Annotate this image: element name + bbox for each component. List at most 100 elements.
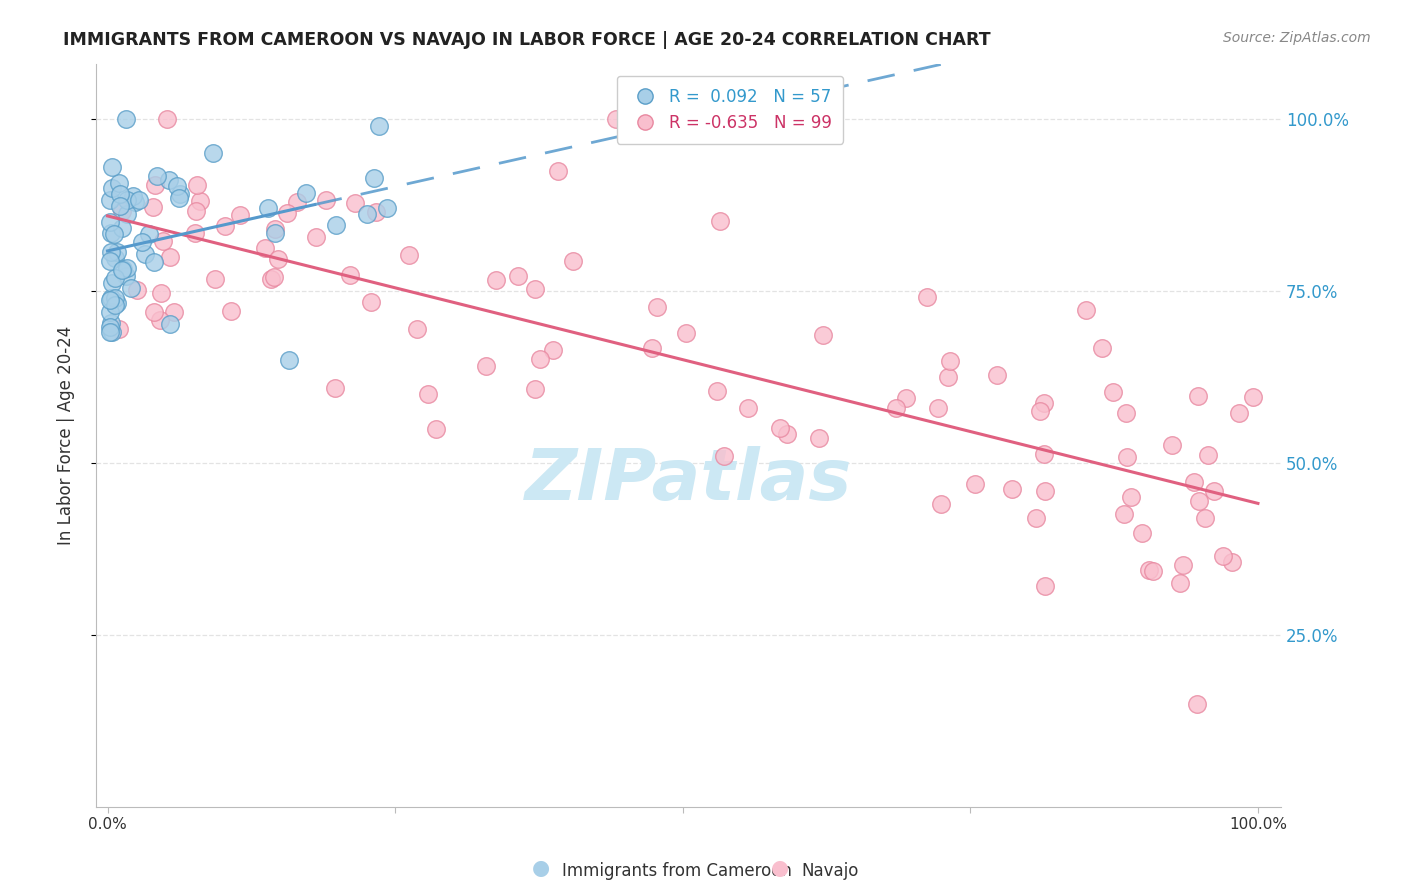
Point [115,112,138,127]
Point [1161,438,1184,452]
Point [267,252,290,266]
Point [1112,507,1135,521]
Point [769,421,792,435]
Point [115,260,138,275]
Point [259,272,281,286]
Point [149,286,172,301]
Point [986,368,1008,383]
Point [339,268,361,282]
Point [163,305,186,319]
Point [264,227,287,241]
Point [364,205,387,219]
Point [896,392,918,406]
Point [963,477,986,491]
Point [706,384,728,398]
Point [142,255,165,269]
Point [368,119,391,133]
Text: Immigrants from Cameroon: Immigrants from Cameroon [562,862,792,880]
Point [108,186,131,201]
Point [1102,384,1125,399]
Point [105,296,128,310]
Point [263,270,285,285]
Text: ●: ● [533,858,550,878]
Point [363,170,385,185]
Point [142,200,165,214]
Point [325,381,347,395]
Point [128,193,150,207]
Point [737,401,759,416]
Point [485,273,508,287]
Point [927,401,949,415]
Point [204,271,226,285]
Point [547,164,569,178]
Point [101,276,124,290]
Point [229,209,252,223]
Point [186,203,208,218]
Point [1137,563,1160,577]
Point [98,320,121,334]
Point [134,247,156,261]
Text: IMMIGRANTS FROM CAMEROON VS NAVAJO IN LABOR FORCE | AGE 20-24 CORRELATION CHART: IMMIGRANTS FROM CAMEROON VS NAVAJO IN LA… [63,31,991,49]
Text: ●: ● [772,858,789,878]
Point [541,343,564,358]
Point [939,353,962,368]
Point [159,318,181,332]
Y-axis label: In Labor Force | Age 20-24: In Labor Force | Age 20-24 [58,326,75,545]
Point [1025,511,1047,525]
Point [315,193,337,207]
Point [104,251,127,265]
Point [108,199,131,213]
Legend: R =  0.092   N = 57, R = -0.635   N = 99: R = 0.092 N = 57, R = -0.635 N = 99 [617,76,844,144]
Point [98,304,121,318]
Point [1194,511,1216,525]
Point [100,316,122,330]
Text: Navajo: Navajo [801,862,859,880]
Point [675,326,697,340]
Point [1115,406,1137,420]
Point [184,226,207,240]
Point [524,282,547,296]
Point [104,291,127,305]
Point [1204,484,1226,499]
Point [344,196,367,211]
Point [111,262,134,277]
Point [938,369,960,384]
Point [103,227,125,242]
Point [645,300,668,314]
Point [1121,491,1143,505]
Point [152,234,174,248]
Point [562,254,585,268]
Point [105,245,128,260]
Point [98,254,121,268]
Point [157,173,180,187]
Point [1197,448,1219,462]
Point [115,207,138,221]
Point [169,186,191,201]
Point [884,401,907,415]
Point [104,298,127,312]
Point [641,341,664,355]
Point [156,112,179,127]
Point [1130,526,1153,541]
Point [127,283,149,297]
Point [1212,549,1234,564]
Point [285,194,308,209]
Point [1090,341,1112,355]
Point [425,422,447,436]
Point [775,426,797,441]
Point [214,219,236,233]
Point [100,325,122,339]
Point [131,235,153,249]
Point [1182,475,1205,489]
Point [166,179,188,194]
Point [475,359,498,373]
Point [1076,303,1098,318]
Point [1241,390,1264,404]
Point [149,313,172,327]
Point [506,268,529,283]
Point [98,215,121,229]
Point [186,178,208,192]
Point [1033,484,1056,499]
Point [305,229,328,244]
Point [418,386,440,401]
